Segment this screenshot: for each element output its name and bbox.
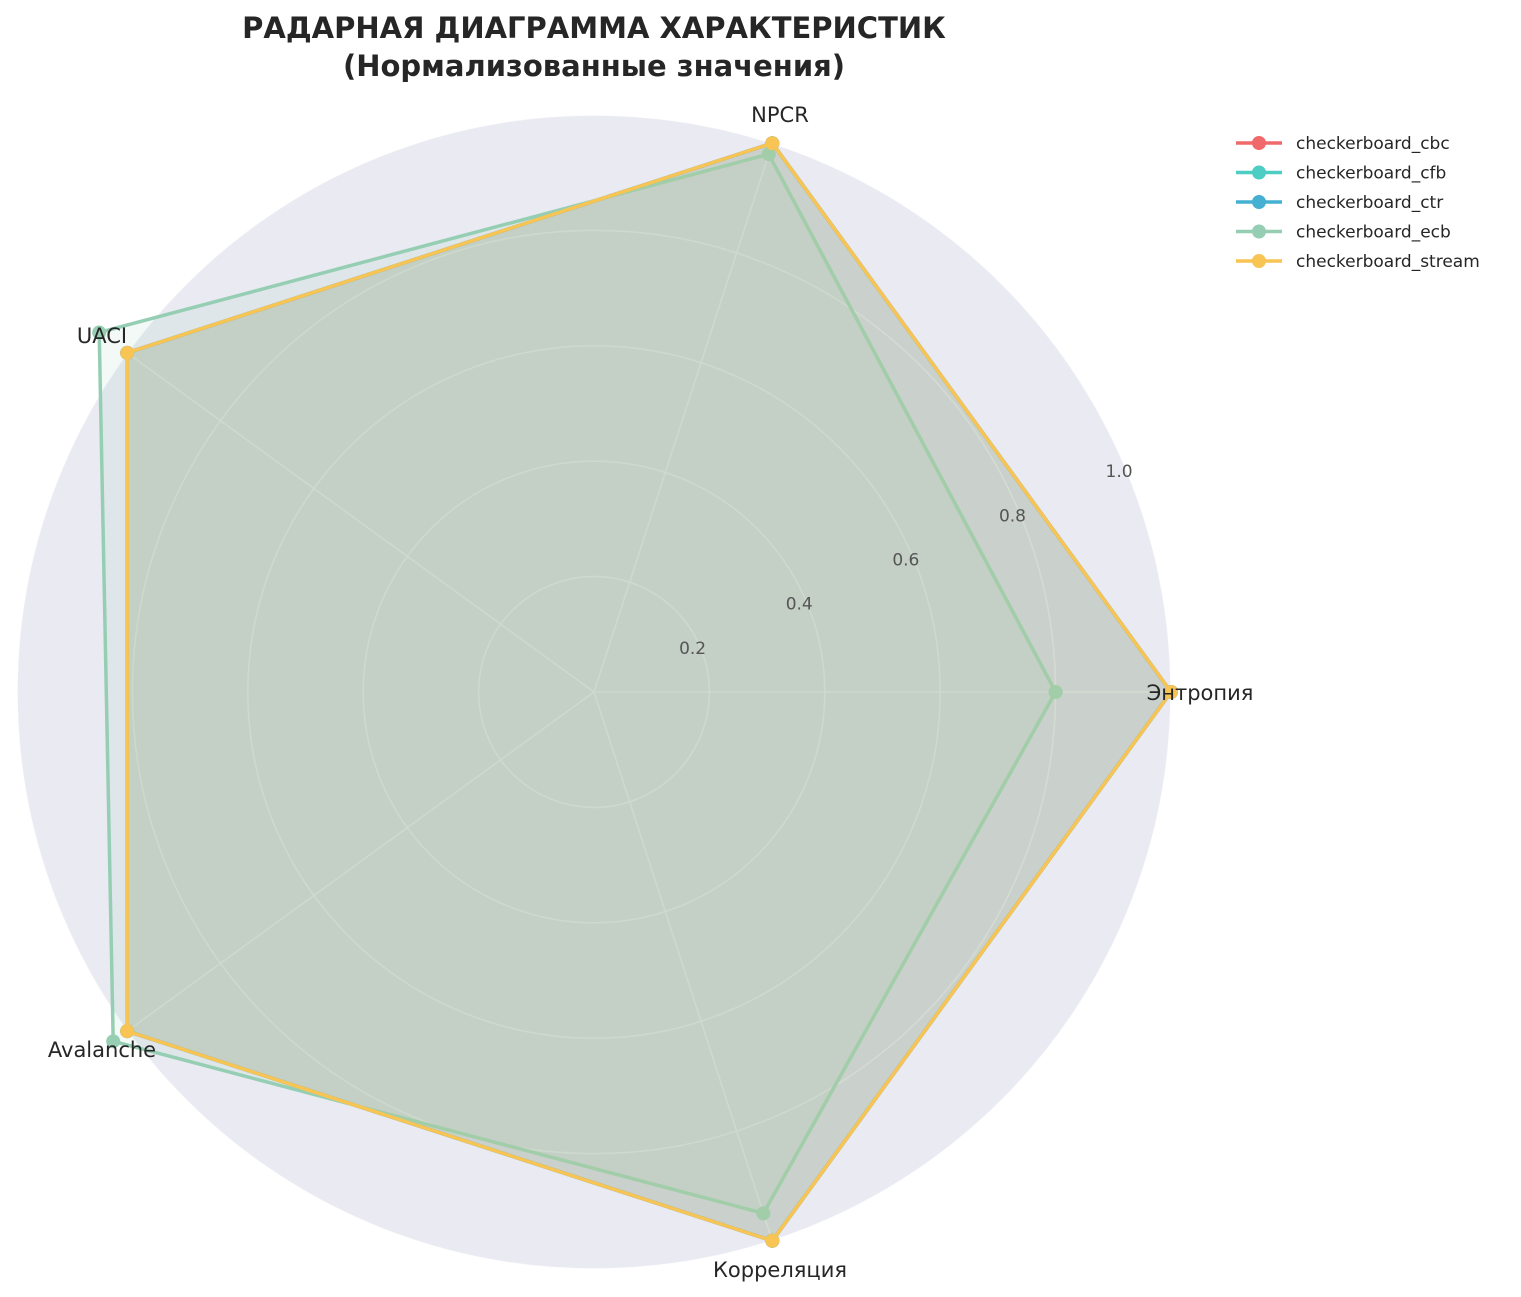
legend-label: checkerboard_cbc xyxy=(1296,134,1450,154)
series-fill-checkerboard_ecb xyxy=(99,154,1056,1214)
legend: checkerboard_cbc checkerboard_cfb checkerb… xyxy=(1236,134,1480,272)
series-line-checkerboard_stream xyxy=(125,141,1173,1243)
legend-item-checkerboard_ecb: checkerboard_ecb xyxy=(1236,223,1451,243)
legend-item-checkerboard_cbc: checkerboard_cbc xyxy=(1236,134,1450,154)
category-label-3: Avalanche xyxy=(48,1038,156,1062)
category-label-4: Корреляция xyxy=(713,1258,847,1282)
series-checkerboard_stream xyxy=(120,136,1178,1248)
series-point-checkerboard_ecb-3 xyxy=(106,1034,121,1049)
tick-label-1: 0.4 xyxy=(786,595,813,615)
category-label-0: Энтропия xyxy=(1147,681,1254,705)
series-fill-checkerboard_stream xyxy=(127,143,1172,1241)
grid-spoke-1 xyxy=(593,142,774,693)
series-point-checkerboard_stream-2 xyxy=(120,345,135,360)
series-point-checkerboard_ecb-4 xyxy=(756,1206,771,1221)
category-label-1: NPCR xyxy=(751,103,809,127)
legend-marker xyxy=(1252,165,1266,180)
series-checkerboard_ecb xyxy=(92,147,1063,1221)
legend-label: checkerboard_cfb xyxy=(1296,164,1446,184)
grid-spoke-2 xyxy=(126,352,595,693)
tick-label-2: 0.6 xyxy=(892,551,919,571)
tick-label-3: 0.8 xyxy=(999,506,1026,526)
legend-label: checkerboard_ecb xyxy=(1296,223,1451,243)
radial-tick-labels: 0.2 0.4 0.6 0.8 1.0 xyxy=(679,462,1133,659)
category-label-2: UACI xyxy=(77,324,127,348)
legend-marker xyxy=(1252,224,1266,239)
category-labels: Энтропия NPCR UACI Avalanche Корреляция xyxy=(48,103,1254,1282)
series-point-checkerboard_ecb-0 xyxy=(1048,685,1063,699)
series-layer xyxy=(92,136,1178,1248)
legend-marker xyxy=(1252,254,1266,268)
legend-item-checkerboard_ctr: checkerboard_ctr xyxy=(1236,193,1443,213)
legend-item-checkerboard_stream: checkerboard_stream xyxy=(1236,252,1480,272)
series-line-checkerboard_ecb xyxy=(97,152,1058,1216)
legend-label: checkerboard_stream xyxy=(1296,252,1480,272)
tick-label-4: 1.0 xyxy=(1106,462,1133,482)
grid-spoke-4 xyxy=(593,691,774,1242)
series-point-checkerboard_ecb-2 xyxy=(92,325,107,340)
series-point-checkerboard_stream-0 xyxy=(1164,685,1178,699)
legend-label: checkerboard_ctr xyxy=(1296,193,1443,213)
series-point-checkerboard_stream-4 xyxy=(765,1233,780,1248)
tick-label-0: 0.2 xyxy=(679,639,706,659)
series-point-checkerboard_stream-1 xyxy=(765,136,780,151)
grid-spoke-3 xyxy=(126,691,595,1032)
legend-marker xyxy=(1252,136,1266,150)
series-point-checkerboard_ecb-1 xyxy=(761,147,776,162)
chart-title-line1: РАДАРНАЯ ДИАГРАММА ХАРАКТЕРИСТИК xyxy=(242,11,946,45)
series-point-checkerboard_stream-3 xyxy=(120,1024,135,1039)
legend-marker xyxy=(1252,195,1266,209)
chart-title-line2: (Нормализованные значения) xyxy=(343,49,845,83)
legend-item-checkerboard_cfb: checkerboard_cfb xyxy=(1236,164,1446,184)
